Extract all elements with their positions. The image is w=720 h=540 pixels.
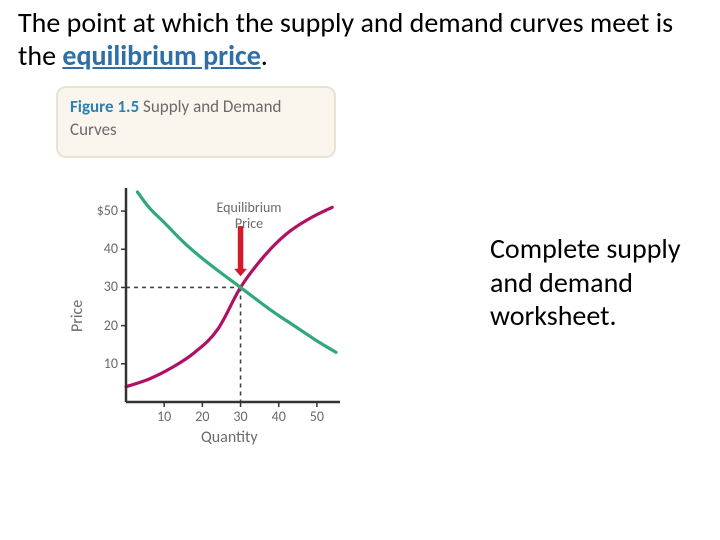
equilibrium-label: Equilibrium Price <box>204 200 294 232</box>
y-tick-label: 10 <box>78 355 118 372</box>
chart-container: Price Quantity Equilibrium Price 1020304… <box>56 182 376 482</box>
side-instruction: Complete supply and demand worksheet. <box>490 232 700 333</box>
y-tick-label: 20 <box>78 317 118 334</box>
slide-heading: The point at which the supply and demand… <box>18 6 698 72</box>
y-tick-label: 40 <box>78 240 118 257</box>
x-axis-label: Quantity <box>201 428 258 447</box>
heading-post: . <box>261 38 268 73</box>
heading-emphasis: equilibrium price <box>62 38 260 73</box>
figure-region: Figure 1.5 Supply and Demand Curves Pric… <box>56 86 396 506</box>
x-tick-label: 50 <box>305 408 329 425</box>
figure-header-box: Figure 1.5 Supply and Demand Curves <box>56 86 336 158</box>
x-tick-label: 10 <box>152 408 176 425</box>
x-tick-label: 40 <box>267 408 291 425</box>
y-tick-label: $50 <box>78 202 118 219</box>
x-tick-label: 30 <box>229 408 253 425</box>
figure-number: Figure 1.5 <box>70 96 139 117</box>
x-tick-label: 20 <box>190 408 214 425</box>
y-tick-label: 30 <box>78 278 118 295</box>
